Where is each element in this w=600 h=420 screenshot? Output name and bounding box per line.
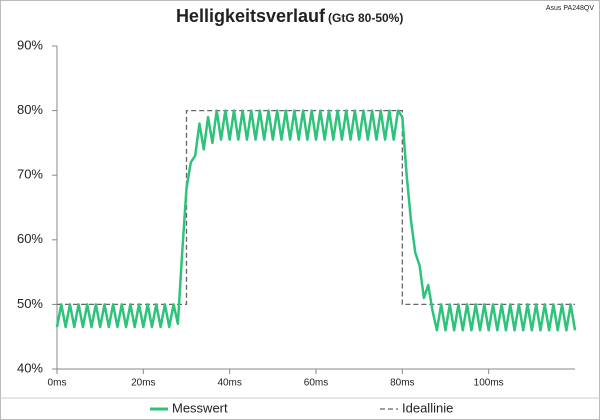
annotation: Asus PA248QV bbox=[546, 5, 594, 12]
y-tick-label: 90% bbox=[17, 37, 43, 52]
x-tick-label: 40ms bbox=[217, 378, 241, 389]
y-tick-label: 50% bbox=[17, 296, 43, 311]
y-tick-label: 70% bbox=[17, 167, 43, 182]
x-tick-label: 100ms bbox=[474, 378, 504, 389]
y-tick-label: 80% bbox=[17, 102, 43, 117]
legend-label: Ideallinie bbox=[402, 400, 453, 415]
x-tick-label: 0ms bbox=[48, 378, 67, 389]
x-tick-label: 60ms bbox=[304, 378, 328, 389]
chart-subtitle: (GtG 80-50%) bbox=[328, 11, 403, 25]
legend-label: Messwert bbox=[172, 400, 228, 415]
measured-line bbox=[55, 109, 577, 332]
x-tick-label: 80ms bbox=[390, 378, 414, 389]
y-tick-label: 60% bbox=[17, 231, 43, 246]
x-tick-label: 20ms bbox=[131, 378, 155, 389]
chart-title: Helligkeitsverlauf bbox=[176, 6, 326, 26]
y-tick-label: 40% bbox=[17, 360, 43, 375]
